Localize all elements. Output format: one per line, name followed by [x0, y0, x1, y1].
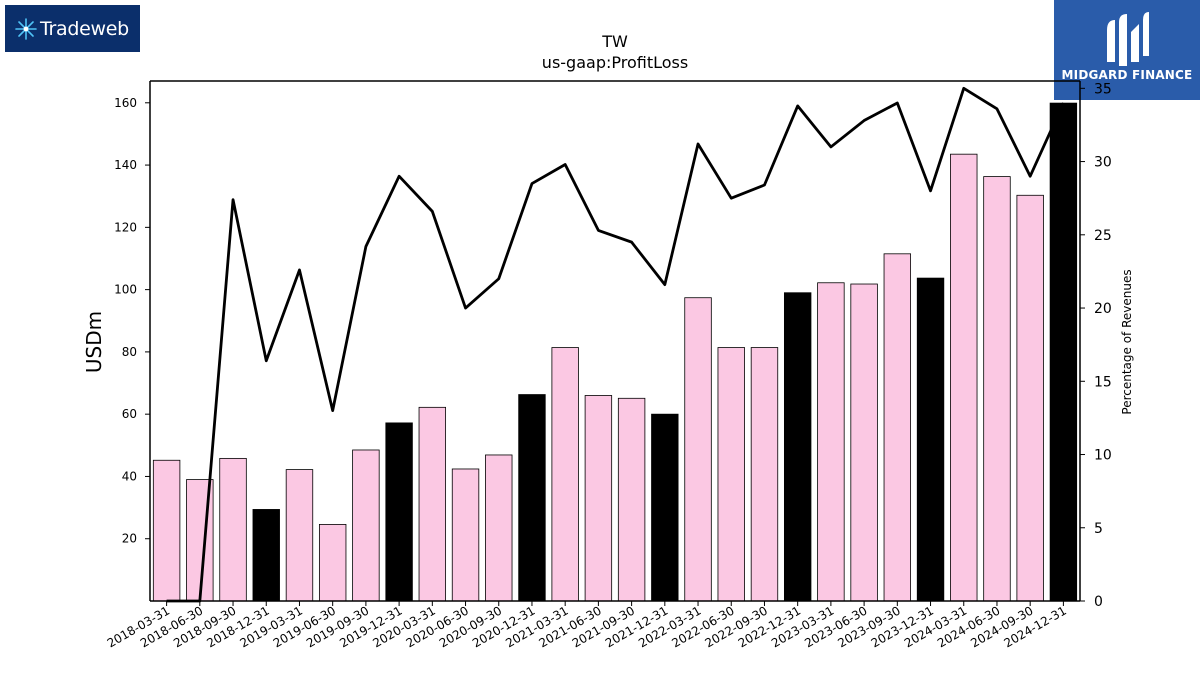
bar-2019-03-31	[285, 469, 314, 602]
tradeweb-logo-text: Tradeweb	[40, 17, 129, 40]
y2-tick-label-35: 35	[1094, 81, 1112, 97]
line-series	[166, 86, 1065, 603]
y2-tick-label-15: 15	[1094, 374, 1112, 390]
bar-2022-06-30	[717, 347, 745, 602]
chart-subtitle: us-gaap:ProfitLoss	[541, 53, 689, 72]
tradeweb-globe-icon	[14, 17, 38, 41]
bar-2018-03-31	[152, 459, 181, 602]
bar-2021-09-30	[617, 397, 646, 602]
bar-2021-03-31	[551, 347, 579, 602]
y-axis-label-right: Percentage of Revenues	[1120, 269, 1134, 415]
bar-2019-06-30	[318, 524, 347, 602]
bar-2019-09-30	[352, 449, 380, 602]
y2-tick-label-30: 30	[1094, 155, 1112, 171]
midgard-monogram-icon	[1107, 12, 1149, 66]
midgard-finance-logo-text: MIDGARD FINANCE	[1061, 68, 1193, 82]
bar-2024-03-31	[950, 153, 978, 602]
bar-2018-12-31	[252, 509, 280, 602]
bar-2019-12-31	[385, 422, 413, 602]
y-tick-label-20: 20	[122, 532, 137, 546]
bar-2024-12-31	[1049, 102, 1078, 602]
chart-title: TW	[602, 32, 628, 51]
bar-2023-06-30	[850, 283, 878, 602]
y2-tick-label-5: 5	[1094, 521, 1103, 537]
bar-2021-12-31	[651, 413, 679, 602]
bar-2022-03-31	[684, 297, 712, 602]
bar-2023-09-30	[883, 253, 912, 602]
bar-2023-03-31	[817, 282, 845, 602]
y2-tick-label-25: 25	[1094, 228, 1112, 244]
bar-2022-12-31	[783, 292, 812, 602]
y-tick-label-160: 160	[114, 96, 137, 110]
y-tick-label-100: 100	[114, 283, 137, 297]
y2-tick-label-20: 20	[1094, 301, 1112, 317]
tradeweb-logo: Tradeweb	[5, 5, 140, 52]
bar-2020-12-31	[518, 394, 546, 602]
bar-2020-09-30	[485, 454, 513, 602]
y2-tick-label-10: 10	[1094, 448, 1112, 464]
bar-2023-12-31	[916, 277, 945, 602]
bar-2022-09-30	[750, 347, 779, 602]
bar-2021-06-30	[584, 395, 613, 602]
bar-2020-06-30	[451, 468, 480, 602]
y-tick-label-120: 120	[114, 220, 137, 234]
y-tick-label-140: 140	[114, 158, 137, 172]
y-tick-label-60: 60	[122, 407, 137, 421]
bar-2018-09-30	[219, 457, 247, 602]
bar-2020-03-31	[418, 406, 447, 602]
y-tick-label-40: 40	[122, 469, 137, 483]
y-axis-label-left: USDm	[82, 310, 106, 374]
y2-tick-label-0: 0	[1094, 594, 1103, 610]
y-tick-label-80: 80	[122, 345, 137, 359]
bar-2024-09-30	[1016, 194, 1044, 602]
midgard-finance-logo: MIDGARD FINANCE	[1054, 0, 1200, 100]
bar-2024-06-30	[983, 176, 1011, 602]
